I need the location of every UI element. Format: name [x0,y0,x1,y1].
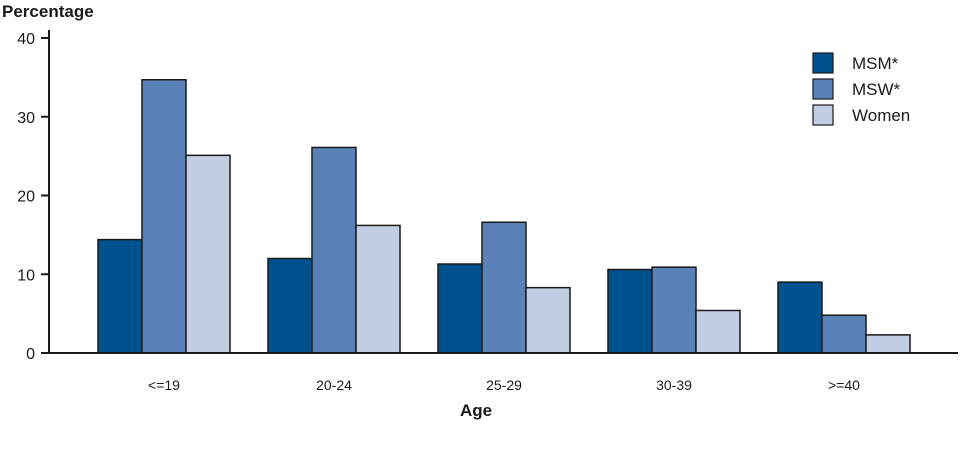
y-tick-label: 20 [17,189,35,206]
legend-swatch [812,104,834,126]
bar-msw [311,146,357,354]
bar-women [695,309,741,354]
y-tick-label: 0 [26,346,35,363]
y-tick-label: 40 [17,31,35,48]
bar-msm [97,238,143,354]
bar-women [865,334,911,354]
bars [97,78,911,354]
x-tick-label: 25-29 [486,377,522,393]
bar-msw [651,266,697,354]
legend-swatch [812,78,834,100]
legend: MSM* MSW* Women [812,52,910,126]
bar-msw [141,78,187,354]
bar-msm [437,263,483,354]
bar-women [185,154,231,354]
y-tick-label: 30 [17,110,35,127]
bar-msm [267,257,313,354]
legend-swatch [812,52,834,74]
bar-women [355,224,401,354]
x-tick-label: 30-39 [656,377,692,393]
x-axis-label: Age [460,401,492,420]
legend-label: MSM* [852,54,899,73]
y-axis-label: Percentage [2,2,94,21]
y-tick-label: 10 [17,267,35,284]
x-axis-ticks: <=19 20-24 25-29 30-39 >=40 [148,377,860,393]
legend-label: Women [852,106,910,125]
bar-women [525,286,571,354]
bar-msw [821,314,867,354]
legend-label: MSW* [852,80,901,99]
bar-msm [607,268,653,354]
bar-msw [481,221,527,354]
bar-msm [777,281,823,354]
x-tick-label: <=19 [148,377,180,393]
x-tick-label: >=40 [828,377,860,393]
y-axis-ticks: 0 10 20 30 40 [17,31,49,363]
x-tick-label: 20-24 [316,377,352,393]
